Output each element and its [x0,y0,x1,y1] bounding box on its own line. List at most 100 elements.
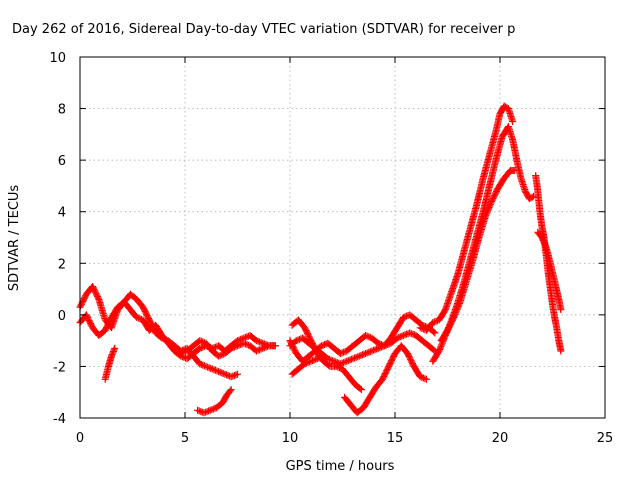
y-axis: -4 -2 0 2 4 6 8 10 [49,51,605,427]
data-point [319,341,327,349]
data-point [452,307,460,315]
data-point [357,352,365,359]
x-tick-label: 0 [76,431,84,446]
y-tick-label: 4 [58,206,66,221]
y-tick-label: 2 [58,257,66,272]
data-point [540,238,548,246]
data-point [203,408,211,416]
data-point [377,343,385,351]
data-point [234,370,241,378]
series-track-2 [76,290,241,381]
data-point [374,344,382,352]
data-point [252,347,260,355]
data-point [542,242,550,250]
series-track-11 [416,102,517,334]
data-point [429,319,437,327]
y-tick-label: 6 [58,154,66,169]
data-point [195,407,203,415]
data-point [199,361,207,369]
series-track-4 [101,344,119,383]
data-point [178,349,186,357]
x-tick-label: 20 [492,431,509,446]
data-point [382,341,390,349]
data-point [332,362,340,370]
series-track-13 [437,167,519,345]
plot-frame [79,56,606,419]
data-point [160,335,167,343]
data-point [371,346,379,354]
data-point [111,344,119,352]
data-point [346,356,354,364]
data-point [196,337,204,345]
series-track-8 [288,316,365,394]
data-point [256,338,263,346]
data-point [343,357,351,365]
data-point [202,362,210,370]
x-tick-label: 15 [387,431,404,446]
series-track-3 [171,337,279,360]
data-point [223,371,230,379]
data-point [363,349,371,357]
y-axis-label: SDTVAR / TECUs [7,185,22,292]
x-tick-label: 5 [181,431,189,446]
data-point [360,350,368,358]
y-tick-label: -2 [53,360,66,375]
data-point [226,387,234,395]
data-point [230,372,238,379]
data-point [313,355,321,363]
data-point [368,347,376,355]
data-point [557,306,565,314]
data-point [320,352,328,360]
y-tick-label: 10 [49,51,66,66]
data-point [301,360,309,368]
data-point [216,352,224,359]
data-point [396,333,404,341]
data-point [357,386,365,394]
data-point [338,349,346,357]
data-point [219,370,227,377]
data-point [227,344,235,352]
chart-title: Day 262 of 2016, Sidereal Day-to-day VTE… [12,22,515,37]
series-track-10 [341,342,430,417]
data-point [133,313,141,321]
data-point [340,359,347,367]
data-point [430,328,438,336]
data-point [209,405,217,413]
data-point [110,346,118,354]
data-point [520,182,528,190]
series-track-15 [534,228,565,314]
data-point [509,118,517,125]
x-axis: 0 5 10 15 20 25 [76,57,613,446]
x-tick-label: 10 [282,431,299,446]
data-point [206,406,214,414]
data-point [436,345,444,353]
data-point [430,346,438,354]
data-point [108,351,116,359]
data-point [230,343,238,351]
series-track-9 [288,352,328,378]
x-axis-label: GPS time / hours [286,459,395,474]
data-point [318,353,326,361]
data-point [482,211,490,219]
data-point [335,364,343,372]
data-point [227,386,235,394]
data-point [399,332,407,339]
data-point [136,315,144,323]
data-point [235,341,243,349]
y-tick-label: 8 [58,103,66,118]
x-tick-label: 25 [597,431,614,446]
data-point [431,329,439,337]
data-point [213,367,221,375]
data-point [307,357,315,365]
data-point [196,344,204,352]
data-point [94,294,102,302]
data-point [304,359,312,367]
data-point [199,338,207,346]
data-point [310,356,318,364]
data-point [349,355,357,363]
data-point [484,207,492,215]
data-point [528,193,536,201]
data-point [216,368,224,376]
data-point [256,346,263,354]
data-point [401,313,409,321]
